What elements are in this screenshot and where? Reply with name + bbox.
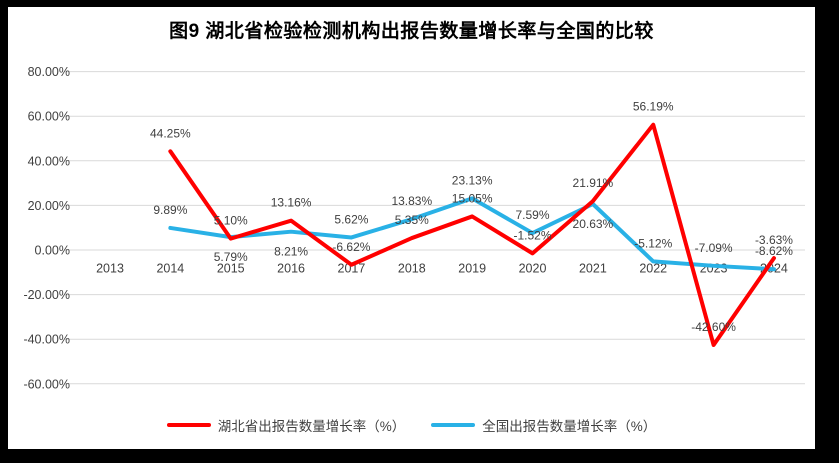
x-axis-year-label: 2021	[579, 262, 607, 276]
hubei-data-label: 44.25%	[150, 126, 191, 140]
hubei-data-label: 13.16%	[271, 196, 312, 210]
national-data-label: 13.83%	[391, 194, 432, 208]
series-line-hubei	[168, 122, 776, 347]
legend-swatch-national-line	[431, 423, 476, 427]
national-data-label: -5.12%	[634, 236, 672, 250]
legend-item-national: 全国出报告数量增长率（%）	[431, 415, 656, 435]
legend-label-national: 全国出报告数量增长率（%）	[482, 419, 657, 434]
y-axis-tick-label: 80.00%	[28, 65, 70, 79]
legend-swatch-hubei-line	[166, 423, 211, 427]
national-data-label: 20.63%	[573, 217, 614, 231]
hubei-data-label: 5.10%	[214, 214, 248, 228]
x-axis-year-label: 2013	[96, 262, 124, 276]
y-axis-tick-label: 60.00%	[28, 110, 70, 124]
line-chart: 80.00% 60.00% 40.00% 20.00% 0.00% -20.00% -40.…	[23, 65, 805, 391]
hubei-data-label: -3.63%	[755, 233, 793, 247]
hubei-data-label: 21.91%	[573, 176, 614, 190]
chart-canvas: 图9 湖北省检验检测机构出报告数量增长率与全国的比较 80.00% 60.00% 4…	[8, 7, 815, 449]
x-axis-year-label: 2019	[458, 262, 486, 276]
national-data-label: 8.21%	[274, 245, 308, 259]
national-data-label: 9.89%	[153, 203, 187, 217]
legend-item-hubei: 湖北省出报告数量增长率（%）	[166, 415, 406, 435]
x-axis-year-label: 2018	[398, 262, 426, 276]
hubei-data-label: 56.19%	[633, 100, 674, 114]
y-axis-tick-label: -40.00%	[23, 333, 70, 347]
chart-legend: 湖北省出报告数量增长率（%） 全国出报告数量增长率（%）	[8, 415, 815, 435]
y-axis-tick-label: 0.00%	[35, 244, 70, 258]
y-axis-tick-label: -60.00%	[23, 377, 70, 391]
hubei-data-label: -6.62%	[332, 240, 370, 254]
national-data-label: -8.62%	[755, 244, 793, 258]
national-data-label: 5.62%	[334, 212, 368, 226]
series-line-national	[168, 196, 776, 272]
national-data-label: 7.59%	[516, 208, 550, 222]
hubei-data-label: 5.35%	[395, 213, 429, 227]
national-data-label: 23.13%	[452, 173, 493, 187]
national-data-label: -7.09%	[695, 241, 733, 255]
y-axis-tick-label: 20.00%	[28, 199, 70, 213]
x-axis-year-label: 2020	[519, 262, 547, 276]
hubei-data-label: -42.60%	[691, 320, 736, 334]
x-axis-year-label: 2016	[277, 262, 305, 276]
x-axis-year-label: 2022	[639, 262, 667, 276]
hubei-data-label: 15.05%	[452, 191, 493, 205]
x-axis-year-label: 2015	[217, 262, 245, 276]
national-data-label: 5.79%	[214, 250, 248, 264]
legend-label-hubei: 湖北省出报告数量增长率（%）	[217, 419, 406, 434]
y-axis-tick-label: 40.00%	[28, 154, 70, 168]
x-axis-year-label: 2014	[156, 262, 184, 276]
x-axis-year-label: 2017	[338, 262, 366, 276]
hubei-data-label: -1.52%	[514, 228, 552, 242]
chart-title: 图9 湖北省检验检测机构出报告数量增长率与全国的比较	[169, 21, 654, 42]
y-axis-tick-label: -20.00%	[23, 288, 70, 302]
